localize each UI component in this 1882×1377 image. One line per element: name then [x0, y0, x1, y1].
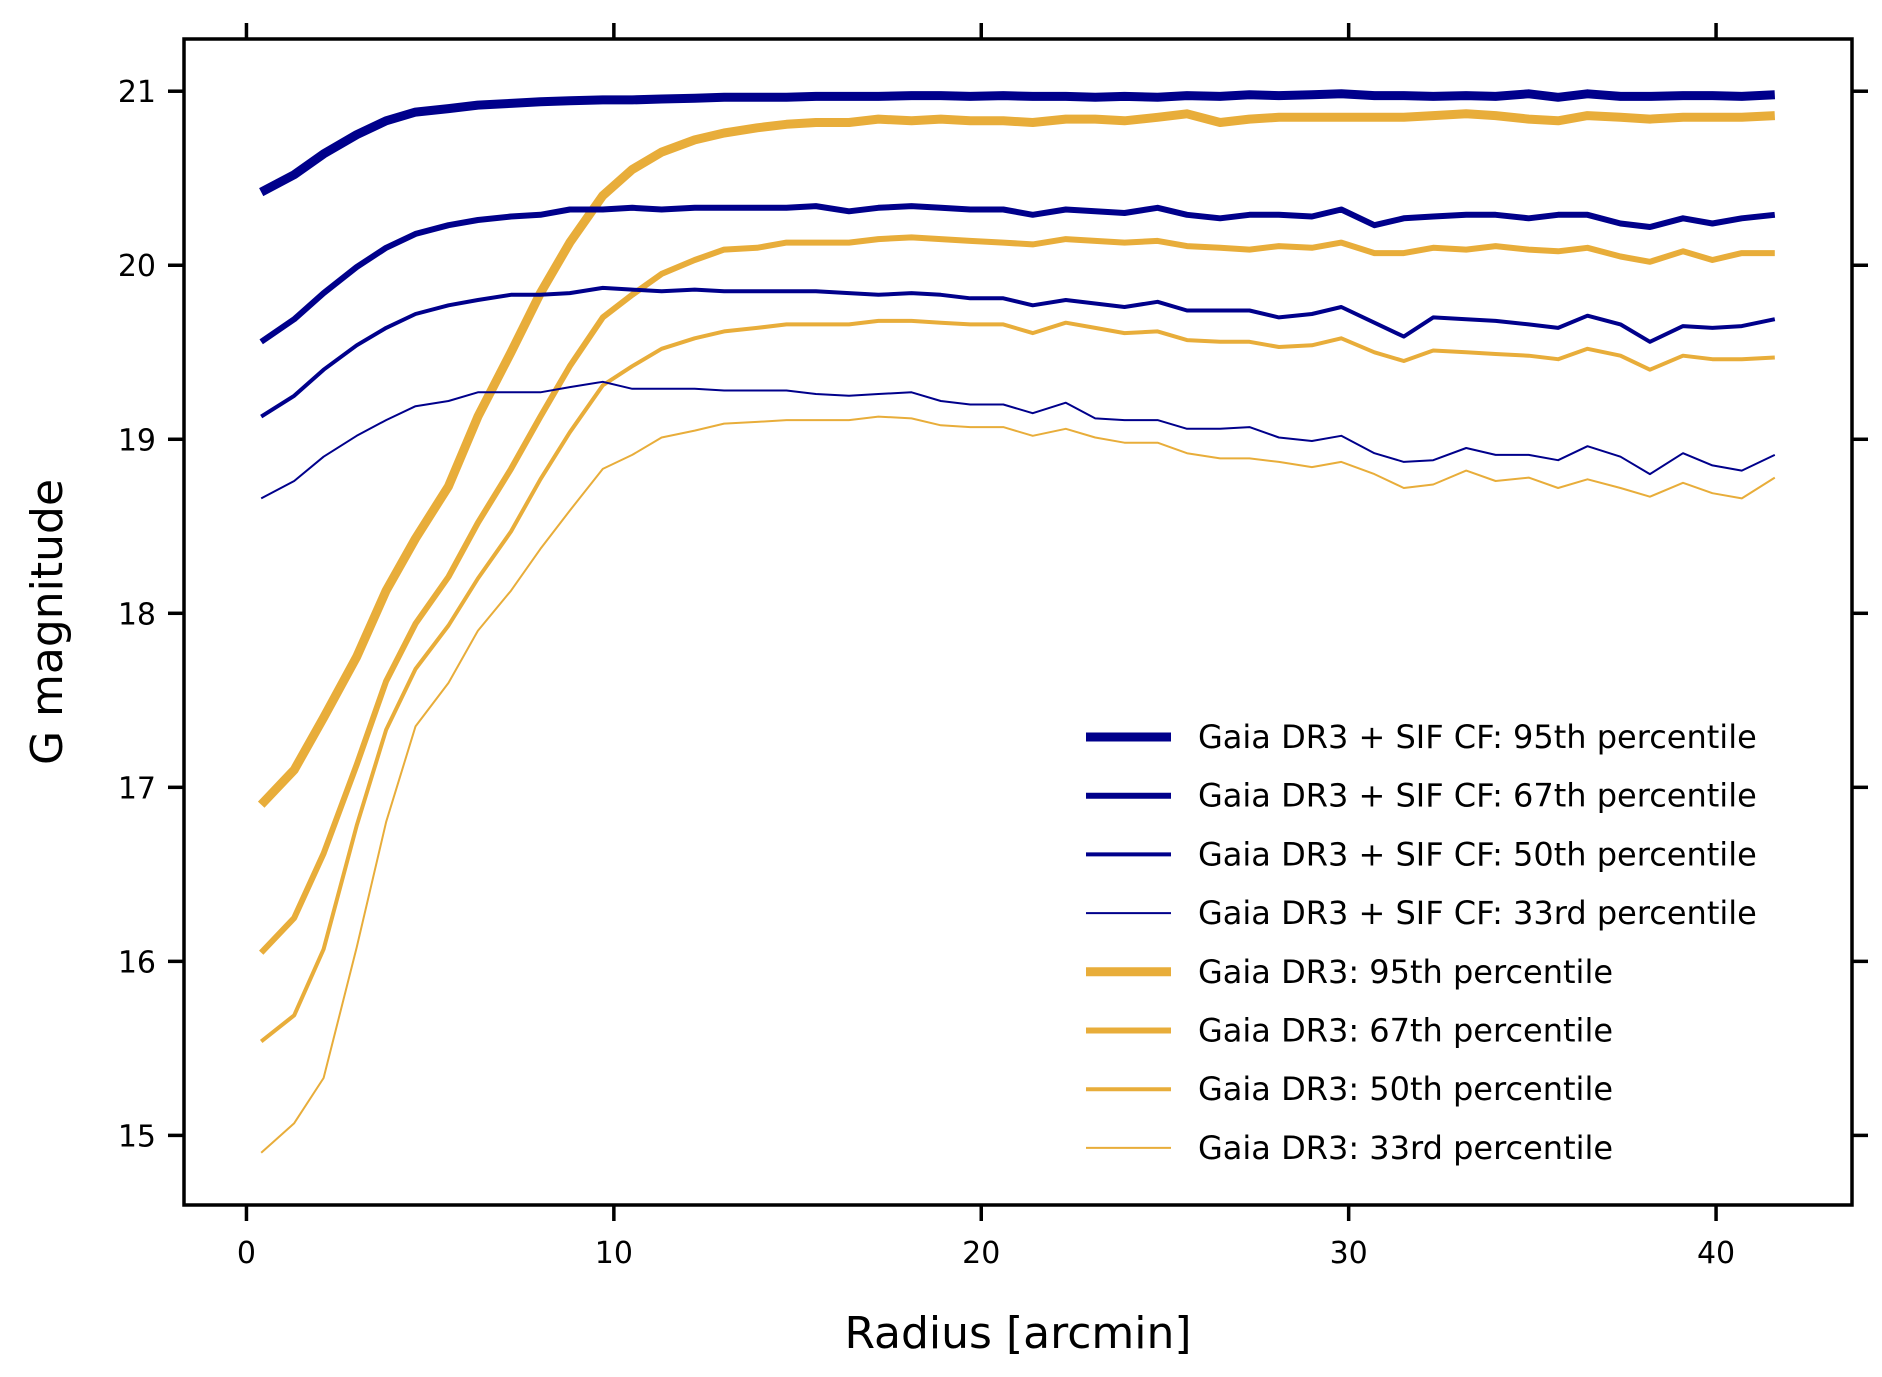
x-tick-label: 20 [962, 1236, 1000, 1271]
legend-entry: Gaia DR3 + SIF CF: 50th percentile [1086, 835, 1757, 873]
legend-label: Gaia DR3: 95th percentile [1198, 953, 1613, 991]
y-tick-label: 21 [118, 75, 156, 110]
legend-label: Gaia DR3: 50th percentile [1198, 1070, 1613, 1108]
x-tick-label: 30 [1330, 1236, 1368, 1271]
series-line-4 [257, 109, 1776, 808]
plot-area-frame [182, 37, 1854, 1207]
y-tick-label: 20 [118, 249, 156, 284]
y-tick-label: 17 [118, 771, 156, 806]
series-line-7 [260, 415, 1776, 1154]
legend-label: Gaia DR3: 67th percentile [1198, 1012, 1613, 1050]
legend-entry: Gaia DR3: 33rd percentile [1086, 1129, 1613, 1167]
legend-entry: Gaia DR3 + SIF CF: 33rd percentile [1086, 894, 1757, 932]
legend-label: Gaia DR3: 33rd percentile [1198, 1129, 1613, 1167]
axis-ticks: 0 10 20 30 40 15 16 17 18 19 20 21 [118, 23, 1868, 1271]
series-line-0 [259, 89, 1776, 197]
x-axis-label: Radius [arcmin] [844, 1308, 1191, 1359]
y-tick-label: 16 [118, 945, 156, 980]
series-line-6 [259, 318, 1775, 1043]
y-tick-label: 15 [118, 1119, 156, 1154]
y-tick-label: 18 [118, 597, 156, 632]
x-tick-label: 40 [1697, 1236, 1735, 1271]
legend-entry: Gaia DR3: 67th percentile [1086, 1012, 1613, 1050]
legend-label: Gaia DR3 + SIF CF: 67th percentile [1198, 777, 1757, 815]
series-line-3 [260, 380, 1776, 500]
x-tick-label: 10 [595, 1236, 633, 1271]
legend-entry: Gaia DR3: 50th percentile [1086, 1070, 1613, 1108]
series-line-5 [259, 234, 1775, 955]
legend-entry: Gaia DR3 + SIF CF: 67th percentile [1086, 777, 1757, 815]
x-tick-label: 0 [237, 1236, 256, 1271]
series-lines [257, 89, 1776, 1154]
series-line-2 [260, 285, 1776, 419]
series-line-1 [259, 203, 1776, 345]
legend-label: Gaia DR3 + SIF CF: 33rd percentile [1198, 894, 1757, 932]
y-axis-label: G magnitude [22, 479, 73, 765]
legend-label: Gaia DR3 + SIF CF: 95th percentile [1198, 718, 1757, 756]
legend-label: Gaia DR3 + SIF CF: 50th percentile [1198, 835, 1757, 873]
legend: Gaia DR3 + SIF CF: 95th percentile Gaia D… [1086, 718, 1757, 1167]
legend-entry: Gaia DR3 + SIF CF: 95th percentile [1086, 718, 1757, 756]
legend-entry: Gaia DR3: 95th percentile [1086, 953, 1613, 991]
y-tick-label: 19 [118, 423, 156, 458]
